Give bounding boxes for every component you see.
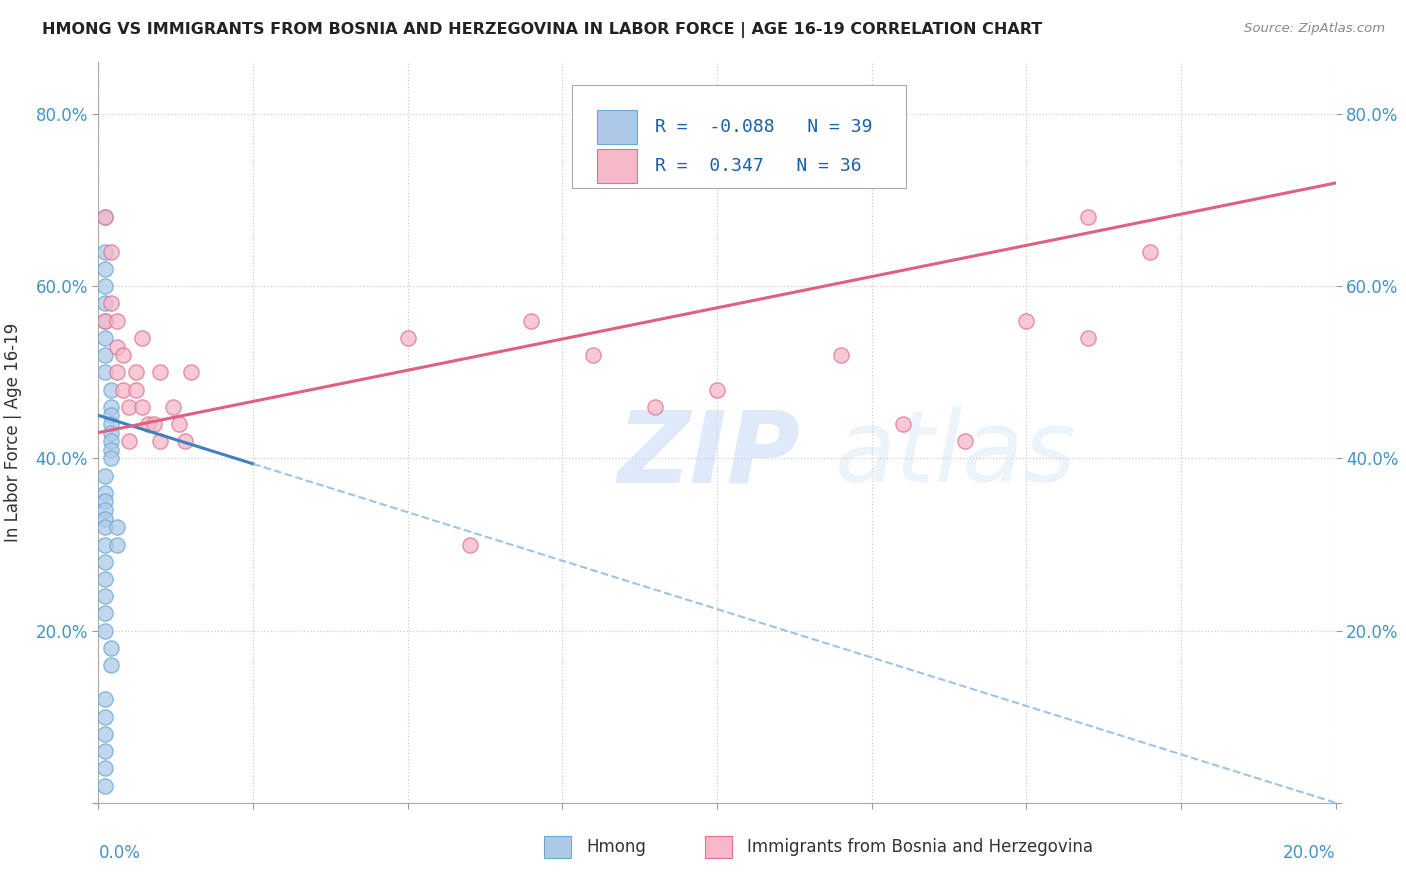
Point [93, 279, 115, 293]
Point [830, 348, 852, 362]
Point [93, 331, 115, 345]
Point [93, 607, 115, 621]
Point [1077, 211, 1099, 225]
Point [100, 400, 122, 414]
Point [100, 434, 122, 449]
Point [93, 244, 115, 259]
Point [1077, 331, 1099, 345]
Point [93, 624, 115, 638]
Point [93, 692, 115, 706]
Point [93, 572, 115, 586]
Point [953, 434, 976, 449]
Point [100, 425, 122, 440]
Point [93, 555, 115, 569]
Point [100, 409, 122, 423]
Point [136, 417, 159, 431]
Point [100, 244, 122, 259]
Point [93, 314, 115, 328]
Text: atlas: atlas [835, 407, 1076, 503]
Point [93, 486, 115, 500]
Point [100, 658, 122, 673]
Point [458, 537, 481, 551]
Point [100, 383, 122, 397]
Point [124, 365, 146, 379]
Point [149, 365, 172, 379]
Point [100, 451, 122, 466]
Point [93, 709, 115, 723]
Point [706, 383, 728, 397]
Point [112, 348, 135, 362]
Point [105, 314, 128, 328]
Point [644, 400, 666, 414]
Point [93, 211, 115, 225]
Point [93, 744, 115, 758]
FancyBboxPatch shape [572, 85, 907, 188]
Point [93, 520, 115, 534]
Text: ZIP: ZIP [619, 407, 801, 503]
Text: Source: ZipAtlas.com: Source: ZipAtlas.com [1244, 22, 1385, 36]
Point [100, 417, 122, 431]
Point [118, 400, 141, 414]
Point [93, 494, 115, 508]
Point [149, 434, 172, 449]
FancyBboxPatch shape [544, 836, 571, 858]
Point [180, 365, 202, 379]
Text: R =  -0.088   N = 39: R = -0.088 N = 39 [655, 118, 873, 136]
Point [93, 512, 115, 526]
Point [93, 348, 115, 362]
Point [93, 314, 115, 328]
Point [93, 211, 115, 225]
Text: R =  0.347   N = 36: R = 0.347 N = 36 [655, 157, 862, 175]
Point [162, 400, 184, 414]
Point [582, 348, 605, 362]
Point [105, 365, 128, 379]
Point [112, 383, 135, 397]
Point [93, 503, 115, 517]
Text: Hmong: Hmong [586, 838, 645, 856]
Point [100, 640, 122, 655]
Point [93, 589, 115, 603]
Point [93, 365, 115, 379]
Text: 0.0%: 0.0% [98, 844, 141, 862]
Point [1139, 244, 1161, 259]
FancyBboxPatch shape [598, 150, 637, 183]
Point [143, 417, 166, 431]
Point [131, 400, 153, 414]
Text: HMONG VS IMMIGRANTS FROM BOSNIA AND HERZEGOVINA IN LABOR FORCE | AGE 16-19 CORRE: HMONG VS IMMIGRANTS FROM BOSNIA AND HERZ… [42, 22, 1042, 38]
Point [167, 417, 190, 431]
Point [520, 314, 543, 328]
Point [93, 468, 115, 483]
FancyBboxPatch shape [598, 111, 637, 144]
Point [100, 442, 122, 457]
Text: Immigrants from Bosnia and Herzegovina: Immigrants from Bosnia and Herzegovina [747, 838, 1092, 856]
Point [105, 339, 128, 353]
Point [131, 331, 153, 345]
Point [93, 537, 115, 551]
Point [93, 779, 115, 793]
Point [124, 383, 146, 397]
Point [105, 520, 128, 534]
FancyBboxPatch shape [704, 836, 733, 858]
Y-axis label: In Labor Force | Age 16-19: In Labor Force | Age 16-19 [4, 323, 21, 542]
Point [118, 434, 141, 449]
Point [396, 331, 419, 345]
Point [105, 537, 128, 551]
Point [1015, 314, 1038, 328]
Point [93, 296, 115, 310]
Point [93, 761, 115, 775]
Point [93, 262, 115, 277]
Point [100, 296, 122, 310]
Point [93, 727, 115, 741]
Point [174, 434, 197, 449]
Text: 20.0%: 20.0% [1284, 844, 1336, 862]
Point [891, 417, 914, 431]
